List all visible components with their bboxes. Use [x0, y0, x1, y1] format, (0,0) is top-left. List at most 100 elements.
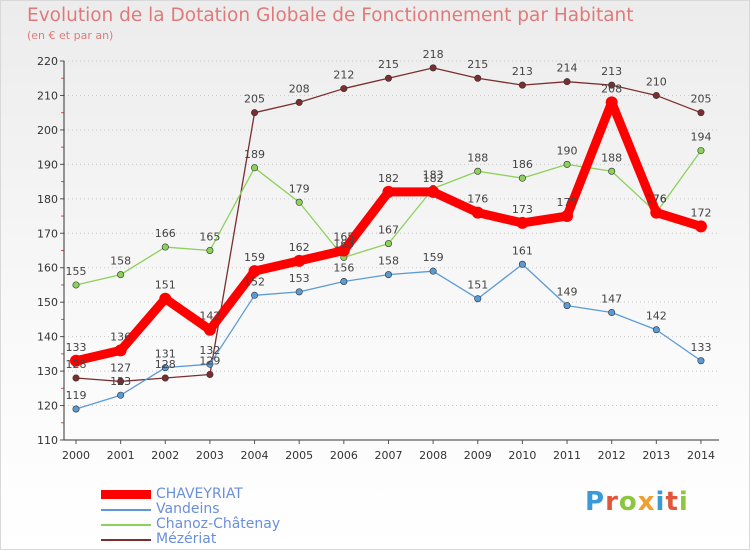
data-point [117, 391, 125, 399]
data-label: 210 [646, 75, 667, 88]
y-tick-label: 220 [37, 55, 58, 68]
y-tick-label: 140 [37, 331, 58, 344]
data-label: 132 [199, 344, 220, 357]
data-label: 158 [110, 255, 131, 268]
data-label: 189 [244, 148, 265, 161]
x-tick-label: 2002 [151, 449, 179, 462]
data-point [206, 371, 214, 379]
x-tick-label: 2004 [241, 449, 269, 462]
x-tick-label: 2013 [642, 449, 670, 462]
data-label: 127 [110, 361, 131, 374]
x-tick-label: 2007 [374, 449, 402, 462]
data-label: 208 [289, 82, 310, 95]
y-tick-label: 150 [37, 296, 58, 309]
data-point [295, 198, 303, 206]
data-label: 205 [690, 93, 711, 106]
logo-letter: t [665, 487, 679, 517]
data-label: 175 [557, 196, 578, 209]
data-point [382, 185, 395, 198]
data-point [384, 74, 392, 82]
data-label: 176 [467, 193, 488, 206]
legend-label: Chanoz-Châtenay [156, 516, 281, 532]
data-point [72, 281, 80, 289]
data-label: 188 [467, 151, 488, 164]
logo-letter: o [618, 487, 638, 517]
data-label: 151 [467, 279, 488, 292]
data-point [117, 271, 125, 279]
y-tick-label: 180 [37, 193, 58, 206]
y-tick-label: 170 [37, 227, 58, 240]
data-point [516, 216, 529, 229]
data-label: 188 [601, 151, 622, 164]
data-label: 182 [423, 172, 444, 185]
data-point [70, 354, 82, 367]
data-label: 128 [155, 358, 176, 371]
legend-label: Vandeins [156, 501, 220, 517]
data-label: 215 [467, 58, 488, 71]
data-point [295, 98, 303, 106]
data-point [337, 244, 350, 257]
x-tick-label: 2001 [107, 449, 135, 462]
data-point [340, 278, 348, 286]
logo-letter: i [655, 487, 666, 517]
data-point [518, 174, 526, 182]
chart-title: Evolution de la Dotation Globale de Fonc… [27, 5, 634, 26]
data-point [117, 377, 125, 385]
data-point [340, 85, 348, 93]
legend-label: CHAVEYRIAT [156, 486, 243, 502]
y-tick-label: 200 [37, 124, 58, 137]
data-label: 215 [378, 58, 399, 71]
data-label: 173 [512, 203, 533, 216]
data-label: 151 [155, 279, 176, 292]
data-label: 182 [378, 172, 399, 185]
data-label: 133 [66, 341, 87, 354]
data-point [384, 240, 392, 248]
chart-subtitle: (en € et par an) [27, 29, 114, 42]
data-label: 158 [378, 255, 399, 268]
data-label: 152 [244, 275, 265, 288]
data-point [474, 74, 482, 82]
data-point [471, 206, 484, 219]
data-label: 205 [244, 93, 265, 106]
data-label: 214 [557, 62, 578, 75]
data-label: 165 [333, 231, 354, 244]
data-point [161, 364, 169, 372]
data-point [384, 271, 392, 279]
y-tick-label: 210 [37, 89, 58, 102]
data-point [429, 64, 437, 72]
data-label: 142 [646, 310, 667, 323]
data-label: 128 [66, 358, 87, 371]
data-labels: 133 136 151 142 159 162 165 182 182 176 173 175 208 1… [66, 48, 712, 402]
data-label: 159 [423, 251, 444, 264]
data-label: 155 [66, 265, 87, 278]
data-point [697, 357, 705, 365]
x-tick-label: 2000 [62, 449, 90, 462]
data-point [293, 254, 306, 267]
logo-letter: x [637, 487, 656, 517]
data-point [203, 323, 216, 336]
legend-swatch [101, 539, 151, 541]
y-tick-label: 160 [37, 262, 58, 275]
data-label: 159 [244, 251, 265, 264]
data-point [563, 302, 571, 310]
data-point [605, 96, 618, 109]
x-tick-label: 2014 [687, 449, 715, 462]
data-label: 167 [378, 224, 399, 237]
data-point [563, 160, 571, 168]
data-label: 119 [66, 389, 87, 402]
data-label: 147 [601, 293, 622, 306]
data-label: 163 [333, 237, 354, 250]
data-point [652, 91, 660, 99]
data-point [427, 185, 440, 198]
data-label: 213 [512, 65, 533, 78]
legend-label: Mézériat [156, 531, 217, 547]
data-label: 186 [512, 158, 533, 171]
data-point [295, 288, 303, 296]
data-label: 194 [690, 131, 711, 144]
data-point [518, 260, 526, 268]
y-tick-label: 190 [37, 158, 58, 171]
data-point [652, 326, 660, 334]
data-point [206, 360, 214, 368]
data-point [159, 292, 172, 305]
